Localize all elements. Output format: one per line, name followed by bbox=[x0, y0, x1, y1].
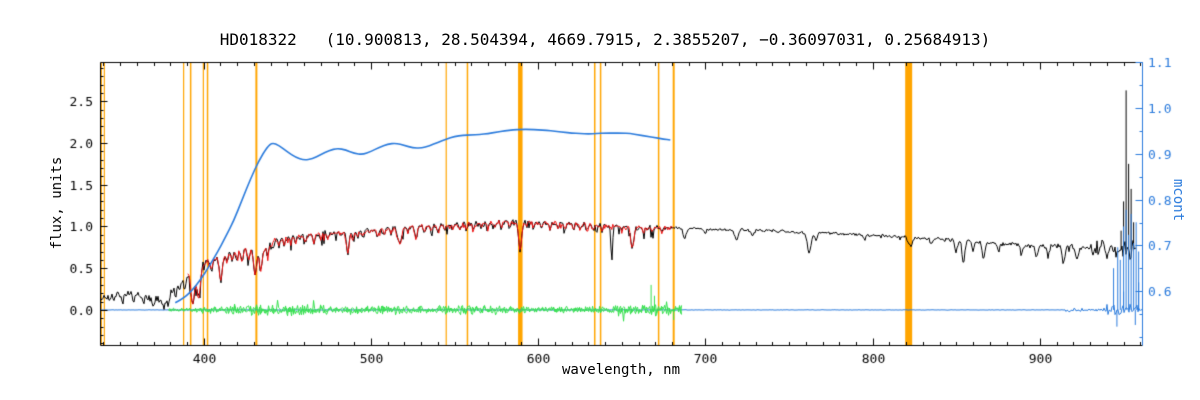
y-axis-label-flux: flux, units bbox=[49, 156, 65, 250]
x-axis-label: wavelength, nm bbox=[561, 362, 681, 378]
plot-title: HD018322 (10.900813, 28.504394, 4669.791… bbox=[219, 30, 991, 49]
y-axis-label-mcont: mcont bbox=[1170, 178, 1186, 222]
